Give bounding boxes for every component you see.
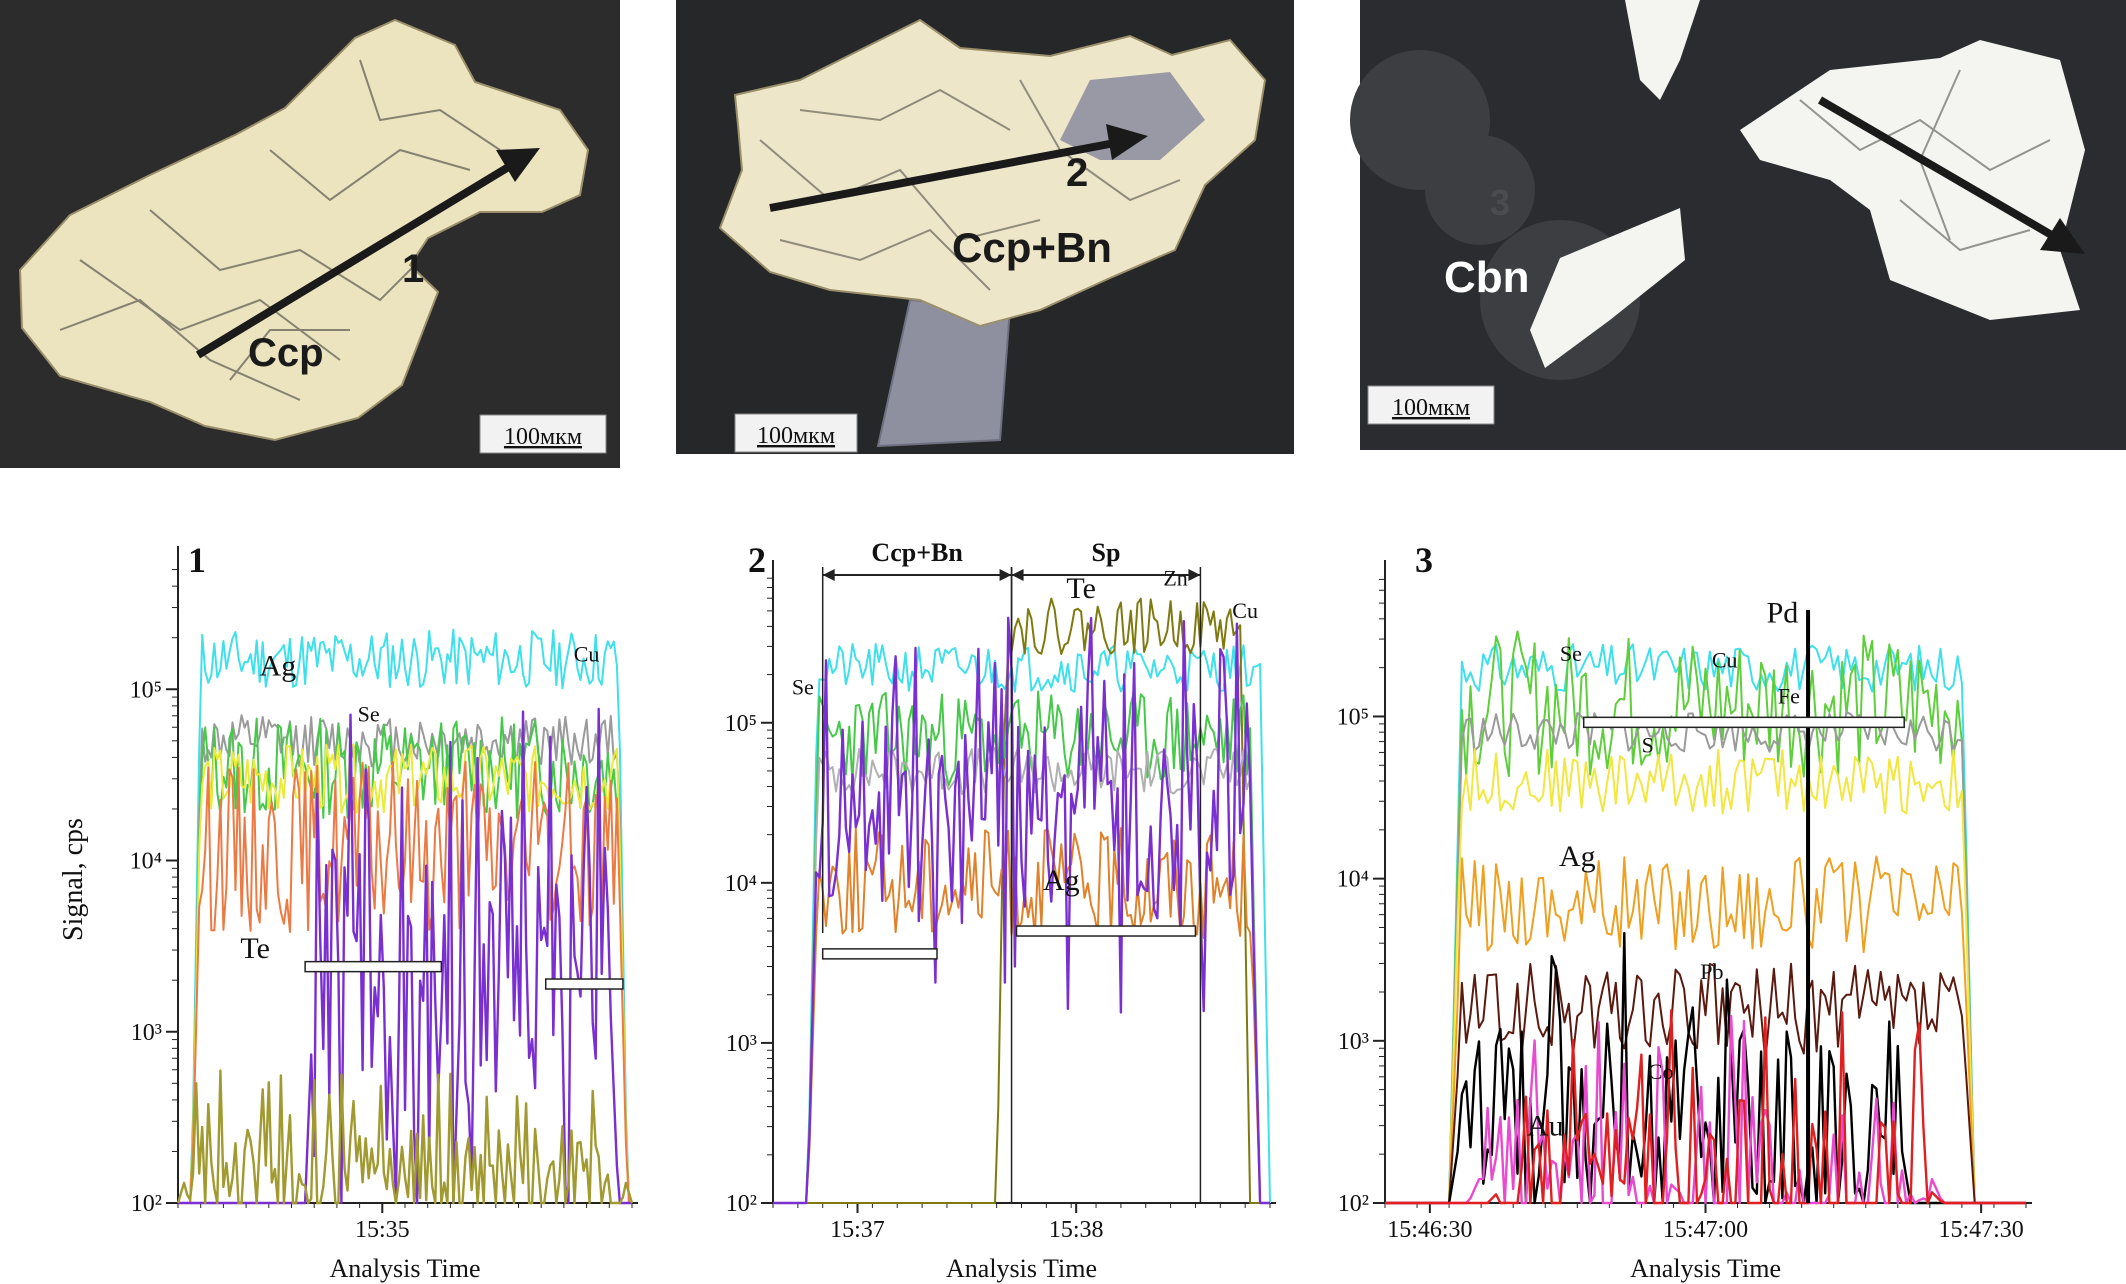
arrow-label-1: 1	[402, 247, 424, 291]
series-line-pd	[1385, 931, 2026, 1205]
chart-panel-2: 10² 10³ 10⁴ 10⁵ 15:37 15:38 Analysis Time 2 Ccp+…	[725, 538, 1276, 1283]
series-line-cu	[1385, 643, 2026, 1204]
grain-cubanite-main	[1740, 40, 2085, 320]
crack-lines	[59, 59, 501, 401]
series-line-s	[1385, 711, 2026, 1204]
series-annotation: Te	[240, 932, 270, 965]
y-tick-label: 10⁵	[1337, 704, 1369, 730]
arrow-label-2: 2	[1066, 151, 1088, 195]
y-tick-label: 10⁵	[725, 711, 757, 737]
y-tick-label: 10²	[1338, 1191, 1369, 1217]
series-annotation: Te	[1066, 572, 1096, 605]
y-tick-label: 10⁵	[130, 677, 162, 703]
panel-label: 3	[1415, 540, 1433, 580]
y-axis-label: Signal, cps	[58, 818, 89, 941]
series-annotation: Se	[358, 701, 380, 726]
mineral-label-cbn: Cbn	[1444, 253, 1530, 302]
grain-chalcopyrite	[18, 18, 590, 442]
x-tick-label: 15:35	[355, 1217, 410, 1243]
series-line-unlabeled-2	[178, 716, 632, 1204]
bracket-arrowhead	[1011, 569, 1024, 581]
mineral-label-ccp-bn: Ccp+Bn	[952, 224, 1112, 271]
y-tick-label: 10⁴	[130, 849, 162, 875]
chart-panel-3: 10² 10³ 10⁴ 10⁵ 15:46:30 15:47:00 15:47:30 Anal…	[1337, 540, 2032, 1283]
y-tick-label: 10²	[131, 1191, 162, 1217]
x-tick-label: 15:47:30	[1938, 1217, 2023, 1243]
series-annotation: Au	[1527, 1110, 1564, 1143]
micrograph-1: 1 Ccp 100мкм	[0, 0, 620, 468]
micrograph-3: 3 Cbn 100мкм	[1350, 0, 2126, 450]
x-tick-label: 15:37	[830, 1217, 885, 1243]
y-tick-label: 10²	[726, 1191, 757, 1217]
integration-interval	[544, 978, 624, 990]
bracket-label: Sp	[1092, 538, 1121, 567]
series-annotation: Co	[1648, 1059, 1674, 1084]
series-line-te	[773, 616, 1270, 1205]
series-line-fe	[1385, 748, 2026, 1204]
integration-interval	[821, 948, 938, 960]
arrow-label-3: 3	[1490, 182, 1510, 223]
series-line-co	[1385, 1014, 2026, 1205]
series-line-se	[1385, 630, 2026, 1204]
series-line-te	[178, 707, 632, 1205]
y-tick-label: 10³	[1338, 1029, 1369, 1055]
arrow-1	[195, 148, 540, 359]
series-line-ag	[1385, 855, 2026, 1204]
series-annotation: Ag	[1043, 864, 1080, 897]
series-annotation: Cu	[1232, 598, 1258, 623]
x-axis-label: Analysis Time	[330, 1254, 481, 1283]
series-annotation: S	[1642, 732, 1654, 757]
series-line-unlabeled-2	[773, 689, 1270, 1204]
x-tick-label: 15:47:00	[1663, 1217, 1748, 1243]
arrow-2	[769, 124, 1148, 212]
series-line-au	[1385, 1009, 2026, 1205]
x-axis-label: Analysis Time	[946, 1254, 1097, 1283]
scale-bar-2: 100мкм	[757, 423, 835, 449]
series-annotation: Cu	[1712, 648, 1738, 673]
integration-interval	[304, 960, 443, 973]
x-axis-label: Analysis Time	[1630, 1254, 1781, 1283]
series-annotation: Se	[792, 675, 814, 700]
integration-interval	[1582, 716, 1905, 729]
panel-label: 1	[188, 540, 206, 580]
series-annotation: Ag	[1559, 840, 1596, 873]
bracket-arrowhead	[822, 569, 835, 581]
mineral-label-ccp: Ccp	[248, 331, 324, 375]
series-line-ag	[178, 760, 632, 1204]
bracket-arrowhead	[1188, 569, 1201, 581]
series-line-zn	[773, 597, 1270, 1204]
series-annotation: Pb	[1700, 959, 1723, 984]
bornite-patch	[1060, 72, 1205, 160]
series-annotation: Zn	[1163, 566, 1187, 591]
series-line-ag	[773, 827, 1270, 1204]
series-line-cu	[178, 628, 632, 1204]
bracket-arrowhead	[999, 569, 1012, 581]
y-tick-label: 10³	[131, 1020, 162, 1046]
panel-label: 2	[748, 540, 766, 580]
grain-cubanite-top	[1625, 0, 1700, 100]
scale-bar-3: 100мкм	[1392, 395, 1470, 421]
scale-bar-1: 100мкм	[504, 424, 582, 450]
x-tick-label: 15:46:30	[1387, 1217, 1472, 1243]
chart-panel-1: 10² 10³ 10⁴ 10⁵ 15:35 Analysis Time Signal, cp…	[58, 540, 638, 1283]
integration-interval	[1015, 925, 1197, 937]
series-annotation: Pd	[1767, 596, 1799, 629]
micrograph-2: 2 Ccp+Bn 100мкм	[676, 0, 1294, 454]
grain-cubanite-left	[1530, 208, 1685, 368]
crack-lines	[759, 79, 1181, 291]
series-line-unlabeled-6	[176, 1069, 634, 1205]
y-tick-label: 10³	[726, 1031, 757, 1057]
series-line-unlabeled-3	[178, 743, 632, 1204]
series-annotation: Fe	[1778, 684, 1800, 709]
y-tick-label: 10⁴	[1337, 867, 1369, 893]
arrow-3	[1817, 96, 2085, 254]
x-tick-label: 15:38	[1049, 1217, 1104, 1243]
series-annotation: Cu	[574, 642, 600, 667]
bracket-label: Ccp+Bn	[871, 538, 963, 567]
series-annotation: Se	[1560, 641, 1582, 666]
y-tick-label: 10⁴	[725, 871, 757, 897]
series-annotation: Ag	[260, 650, 297, 683]
series-line-cu	[773, 643, 1271, 1204]
